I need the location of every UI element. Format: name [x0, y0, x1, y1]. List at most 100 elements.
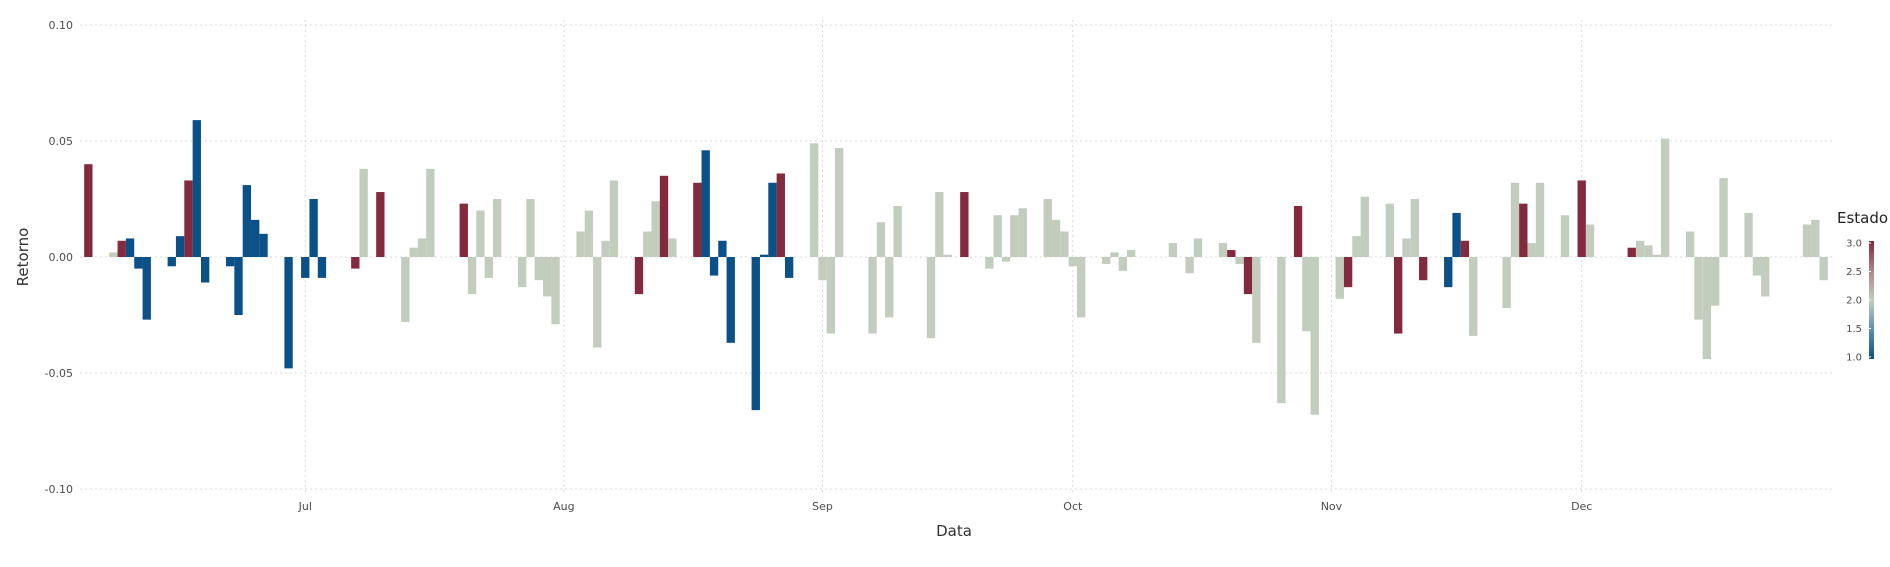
return-bar [1519, 203, 1528, 257]
return-bar [1752, 257, 1762, 276]
return-bar [1243, 257, 1253, 295]
return-bar [1402, 238, 1411, 257]
return-bar [109, 252, 118, 257]
return-bar [1018, 208, 1027, 257]
return-bar [643, 231, 652, 257]
return-bar [1302, 257, 1311, 332]
return-bar [1635, 240, 1645, 257]
return-bar [1335, 257, 1344, 299]
return-bar [284, 257, 293, 369]
return-bar [184, 180, 193, 257]
legend-tick-label: 1.0 [1846, 353, 1862, 364]
return-bar [518, 257, 527, 288]
y-tick-label: -0.10 [45, 483, 73, 496]
return-bar [1444, 257, 1453, 288]
return-bar [459, 203, 468, 257]
return-bar [84, 164, 93, 257]
return-bar [1627, 247, 1636, 257]
return-bar [1127, 250, 1136, 257]
return-bar [1469, 257, 1478, 336]
return-bar [426, 168, 435, 257]
return-bar [1660, 138, 1670, 257]
bars [84, 120, 1828, 415]
return-bar [651, 201, 660, 257]
return-bar [1076, 257, 1086, 318]
return-bar [826, 257, 836, 334]
return-bar [409, 247, 418, 257]
return-bar [609, 180, 619, 257]
return-bar [359, 168, 368, 257]
return-bar [1686, 231, 1695, 257]
return-bar [1819, 257, 1828, 281]
return-bar [835, 147, 844, 257]
y-axis-title: Retorno [14, 228, 32, 287]
return-bar [1043, 199, 1052, 257]
return-bar [142, 257, 151, 320]
y-tick-label: 0.00 [49, 251, 74, 264]
return-bar [576, 231, 585, 257]
return-bar [868, 257, 877, 334]
return-bar [759, 254, 769, 257]
return-bar [1711, 257, 1720, 306]
x-tick-label: Sep [812, 500, 833, 513]
return-bar [301, 257, 310, 278]
return-bar [593, 257, 602, 348]
return-bar [584, 210, 594, 257]
return-bar [960, 192, 969, 257]
return-bar [1060, 231, 1069, 257]
return-bar [751, 257, 760, 411]
legend-colorbar [1869, 241, 1874, 359]
return-bar [1452, 212, 1461, 257]
return-bar [1352, 236, 1361, 257]
return-bar [1719, 178, 1728, 257]
return-bar [1652, 254, 1661, 257]
return-bar [351, 257, 360, 269]
return-bar [1168, 243, 1178, 257]
return-bar [1535, 182, 1545, 257]
y-tick-label: 0.10 [49, 19, 74, 32]
return-bar [526, 199, 535, 257]
return-bar [192, 120, 201, 258]
return-bar [134, 257, 143, 269]
return-bar [417, 238, 427, 257]
return-bar [885, 257, 894, 318]
return-bar [668, 238, 677, 257]
return-bar [1694, 257, 1703, 320]
return-bar [476, 210, 485, 257]
return-bar [693, 182, 702, 257]
x-tick-label: Jul [298, 500, 312, 513]
return-bar [1419, 257, 1428, 281]
return-bar [718, 240, 727, 257]
return-bar [401, 257, 410, 322]
return-bar [1410, 199, 1420, 257]
return-bar [1585, 224, 1595, 257]
return-bar [1193, 238, 1203, 257]
return-bar [935, 192, 944, 257]
return-bar [1102, 257, 1111, 264]
legend-tick-label: 2.0 [1846, 296, 1862, 307]
return-bar [818, 257, 827, 281]
return-bar [1460, 240, 1470, 257]
return-bar [376, 192, 385, 257]
return-bar [543, 257, 552, 297]
return-bar [1744, 212, 1753, 257]
return-bar [492, 199, 502, 257]
return-bar [1360, 196, 1369, 257]
return-bar [317, 257, 327, 278]
legend-ticks: 3.0 2.5 2.0 1.5 1.0 [1846, 239, 1871, 364]
return-bar [601, 240, 610, 257]
return-bar [259, 233, 268, 257]
return-bar [1252, 257, 1261, 343]
return-bar [467, 257, 477, 295]
return-bar [776, 173, 785, 257]
x-axis-ticks: Jul Aug Sep Oct Nov Dec [298, 500, 1593, 513]
return-bar [1293, 205, 1303, 257]
return-bar [943, 254, 952, 257]
return-bar [810, 143, 819, 257]
legend: Estado 3.0 2.5 2.0 1.5 1.0 [1837, 209, 1888, 364]
return-bar [175, 236, 185, 257]
legend-title: Estado [1837, 209, 1888, 227]
return-bar [1644, 245, 1653, 257]
y-tick-label: -0.05 [45, 367, 73, 380]
